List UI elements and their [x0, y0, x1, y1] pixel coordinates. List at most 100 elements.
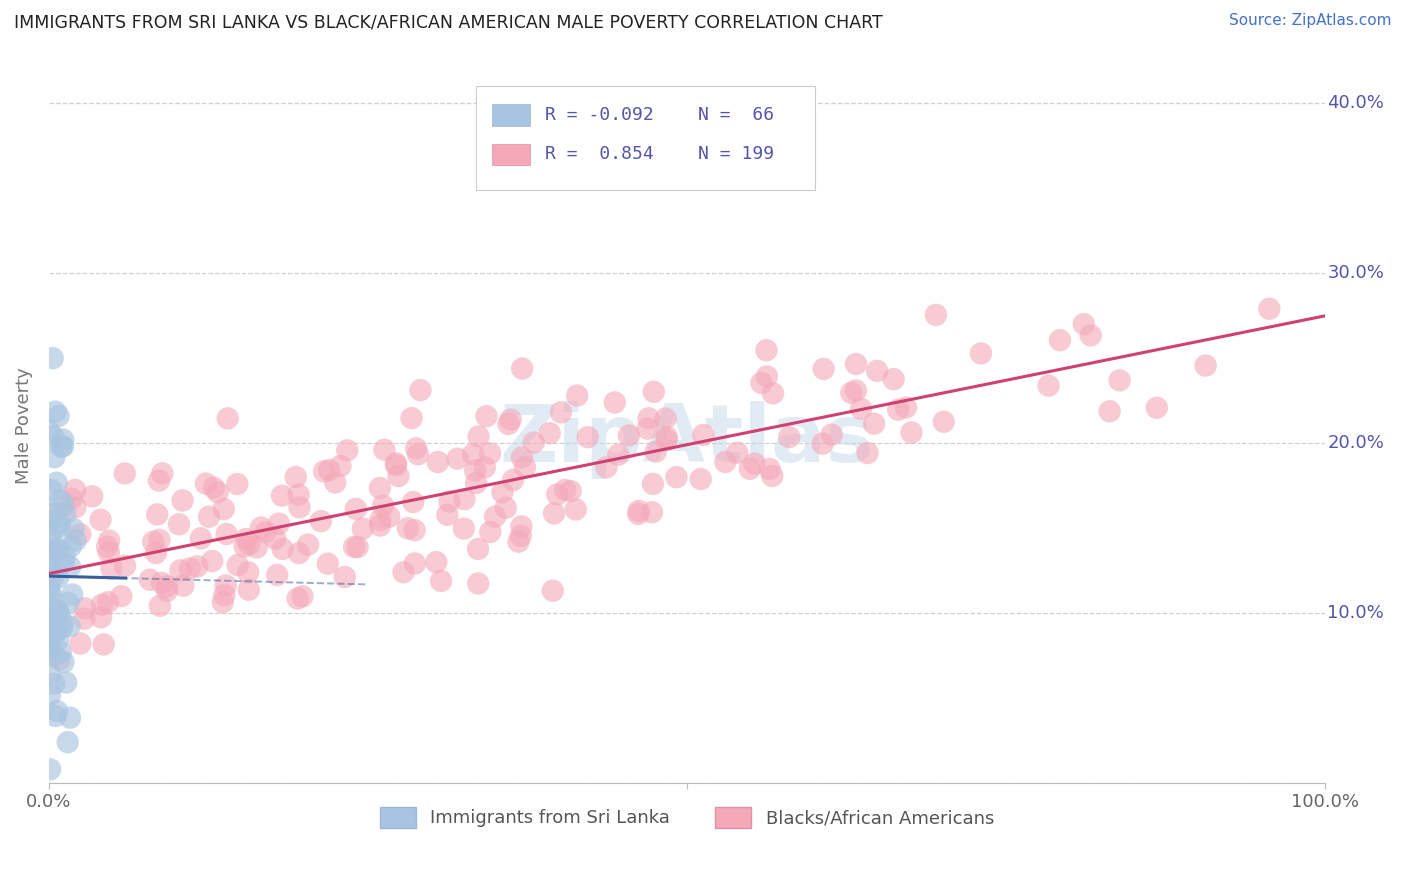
- Text: 40.0%: 40.0%: [1327, 94, 1385, 112]
- Point: [426, 455, 449, 469]
- Point: [53, 507, 76, 521]
- Point: [405, 442, 427, 456]
- Point: [39, 514, 62, 528]
- Point: [42, 676, 65, 690]
- Point: [543, 507, 565, 521]
- Point: [323, 475, 346, 490]
- Point: [654, 411, 676, 425]
- Point: [714, 455, 737, 469]
- Point: [202, 481, 225, 495]
- Point: [813, 362, 835, 376]
- Point: [491, 485, 513, 500]
- Point: [1073, 317, 1095, 331]
- Point: [98, 533, 121, 548]
- Point: [73, 612, 96, 626]
- Y-axis label: Male Poverty: Male Poverty: [15, 368, 32, 484]
- Point: [69, 636, 91, 650]
- Point: [42, 429, 65, 443]
- Point: [758, 462, 780, 476]
- Point: [226, 477, 249, 491]
- FancyBboxPatch shape: [492, 104, 530, 126]
- Point: [139, 573, 162, 587]
- Point: [46, 704, 69, 718]
- Point: [396, 521, 419, 535]
- Point: [550, 405, 572, 419]
- Point: [38, 582, 60, 596]
- Point: [179, 561, 201, 575]
- Point: [637, 411, 659, 425]
- Point: [39, 562, 62, 576]
- Point: [65, 533, 87, 548]
- Point: [970, 346, 993, 360]
- Point: [45, 709, 67, 723]
- Point: [467, 541, 489, 556]
- Point: [41, 543, 63, 558]
- Point: [288, 500, 311, 515]
- Point: [52, 655, 75, 669]
- Point: [100, 562, 122, 576]
- Point: [46, 544, 69, 558]
- Point: [148, 474, 170, 488]
- Point: [513, 460, 536, 475]
- Point: [627, 504, 650, 518]
- Point: [38, 425, 60, 439]
- Point: [142, 535, 165, 549]
- Point: [264, 532, 287, 546]
- Text: N =  66: N = 66: [699, 106, 775, 124]
- Text: 10.0%: 10.0%: [1327, 604, 1385, 622]
- Text: IMMIGRANTS FROM SRI LANKA VS BLACK/AFRICAN AMERICAN MALE POVERTY CORRELATION CHA: IMMIGRANTS FROM SRI LANKA VS BLACK/AFRIC…: [14, 13, 883, 31]
- Point: [508, 534, 530, 549]
- Point: [461, 447, 484, 461]
- Point: [1194, 359, 1216, 373]
- Point: [266, 568, 288, 582]
- Point: [479, 446, 502, 460]
- Point: [42, 629, 65, 643]
- Point: [42, 611, 65, 625]
- Point: [314, 464, 336, 478]
- Point: [761, 469, 783, 483]
- Point: [149, 599, 172, 613]
- Point: [51, 440, 73, 454]
- Point: [1146, 401, 1168, 415]
- Point: [845, 357, 868, 371]
- Point: [59, 540, 82, 554]
- Point: [250, 520, 273, 534]
- Point: [194, 476, 217, 491]
- Point: [404, 523, 426, 537]
- Point: [425, 555, 447, 569]
- FancyBboxPatch shape: [492, 144, 530, 165]
- Point: [1038, 378, 1060, 392]
- Point: [387, 469, 409, 483]
- Point: [856, 446, 879, 460]
- Point: [215, 578, 238, 592]
- Point: [453, 492, 475, 507]
- Text: ZipAtlas: ZipAtlas: [499, 401, 875, 479]
- Point: [343, 540, 366, 554]
- Point: [498, 417, 520, 431]
- Point: [565, 388, 588, 402]
- Point: [820, 427, 842, 442]
- Point: [148, 533, 170, 547]
- Point: [378, 509, 401, 524]
- Point: [401, 411, 423, 425]
- Point: [546, 487, 568, 501]
- Point: [811, 436, 834, 450]
- Point: [59, 619, 82, 633]
- Point: [42, 613, 65, 627]
- Point: [689, 472, 711, 486]
- Point: [894, 401, 917, 415]
- Point: [97, 595, 120, 609]
- Point: [464, 463, 486, 477]
- Point: [41, 621, 63, 635]
- Point: [39, 763, 62, 777]
- Point: [484, 509, 506, 524]
- Point: [235, 532, 257, 546]
- Point: [49, 519, 72, 533]
- Point: [541, 583, 564, 598]
- Point: [316, 557, 339, 571]
- Point: [453, 522, 475, 536]
- Point: [474, 460, 496, 475]
- Point: [51, 621, 73, 635]
- Point: [52, 433, 75, 447]
- Text: 20.0%: 20.0%: [1327, 434, 1385, 451]
